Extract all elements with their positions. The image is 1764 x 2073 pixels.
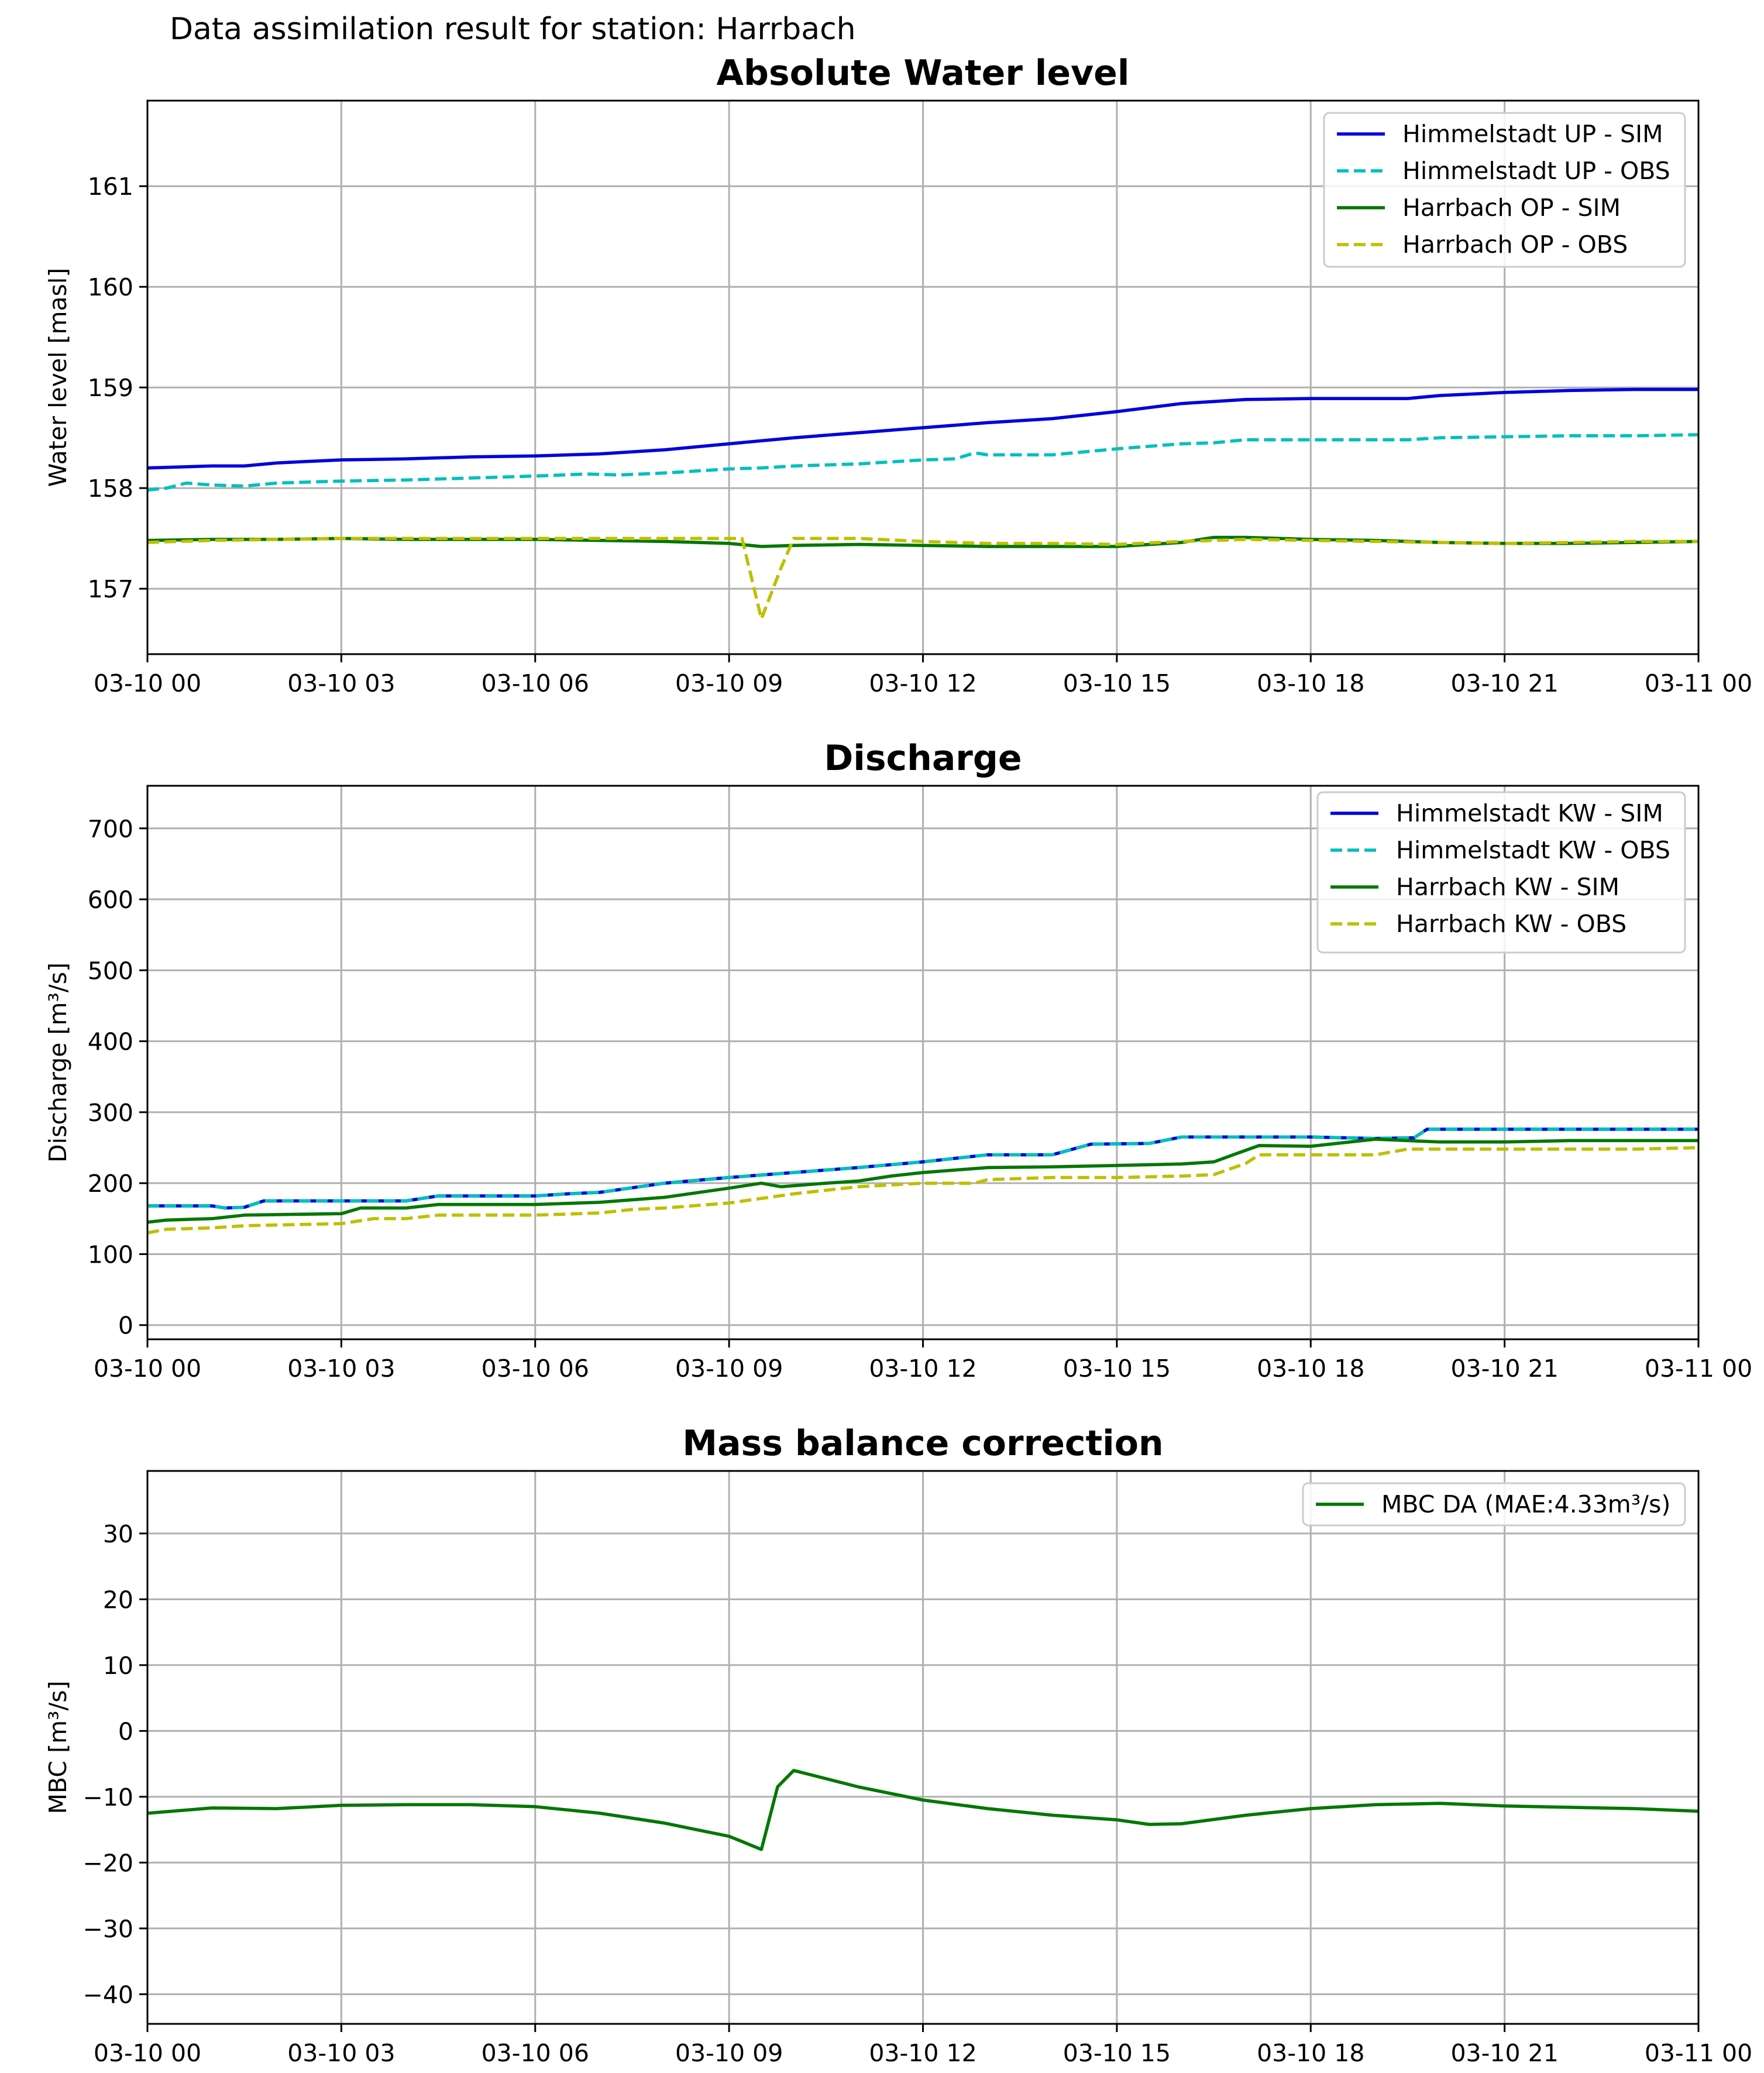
series-line-4 bbox=[147, 537, 1698, 621]
y-axis-label: MBC [m³/s] bbox=[44, 1681, 72, 1814]
legend: MBC DA (MAE:4.33m³/s) bbox=[1302, 1482, 1686, 1527]
series-lines bbox=[147, 387, 1698, 621]
x-tick-label: 03-10 21 bbox=[1450, 2039, 1558, 2067]
x-tick-label: 03-10 12 bbox=[869, 1355, 976, 1383]
legend-label: Harrbach OP - SIM bbox=[1402, 194, 1621, 222]
series-line-4 bbox=[147, 1146, 1698, 1235]
y-tick-label: 157 bbox=[88, 575, 133, 603]
y-tick-label: 600 bbox=[88, 886, 133, 914]
y-tick-label: −20 bbox=[82, 1849, 133, 1877]
x-tick-label: 03-10 03 bbox=[287, 2039, 395, 2067]
y-axis-label: Discharge [m³/s] bbox=[44, 962, 72, 1163]
x-tick-label: 03-10 09 bbox=[675, 2039, 783, 2067]
x-tick-label: 03-10 18 bbox=[1257, 669, 1364, 697]
x-tick-label: 03-10 12 bbox=[869, 669, 976, 697]
x-tick-label: 03-10 18 bbox=[1257, 1355, 1364, 1383]
legend-label: Harrbach OP - OBS bbox=[1402, 231, 1628, 259]
chart-title: Absolute Water level bbox=[717, 53, 1130, 94]
series-line-3 bbox=[147, 1137, 1698, 1224]
x-tick-label: 03-10 15 bbox=[1063, 2039, 1171, 2067]
x-tick-label: 03-10 03 bbox=[287, 669, 395, 697]
x-tick-label: 03-10 00 bbox=[94, 1355, 201, 1383]
legend: Himmelstadt KW - SIM Himmelstadt KW - OBS… bbox=[1316, 791, 1686, 954]
y-tick-label: 158 bbox=[88, 475, 133, 503]
y-tick-label: 200 bbox=[88, 1170, 133, 1198]
x-axis: 03-10 00 03-10 03 03-10 06 03-10 09 03-10 12… bbox=[94, 1339, 1752, 1383]
x-tick-label: 03-10 18 bbox=[1257, 2039, 1364, 2067]
series-line-1 bbox=[147, 387, 1698, 470]
x-tick-label: 03-10 00 bbox=[94, 2039, 201, 2067]
y-tick-label: −40 bbox=[82, 1981, 133, 2009]
chart-title: Mass balance correction bbox=[682, 1423, 1163, 1464]
series-line-2 bbox=[147, 1127, 1698, 1210]
chart-title: Discharge bbox=[824, 738, 1022, 779]
y-tick-label: 160 bbox=[88, 273, 133, 301]
series-lines bbox=[147, 1127, 1698, 1235]
y-tick-label: 10 bbox=[103, 1652, 133, 1680]
x-tick-label: 03-10 06 bbox=[482, 1355, 589, 1383]
x-tick-label: 03-11 00 bbox=[1645, 1355, 1752, 1383]
x-tick-label: 03-10 06 bbox=[482, 2039, 589, 2067]
x-tick-label: 03-10 15 bbox=[1063, 1355, 1171, 1383]
x-tick-label: 03-10 12 bbox=[869, 2039, 976, 2067]
x-tick-label: 03-10 09 bbox=[675, 669, 783, 697]
legend-label: Himmelstadt KW - OBS bbox=[1396, 836, 1670, 864]
x-tick-label: 03-11 00 bbox=[1645, 2039, 1752, 2067]
legend-box bbox=[1302, 1482, 1686, 1527]
series-line-2 bbox=[147, 433, 1698, 492]
y-tick-label: 500 bbox=[88, 957, 133, 985]
x-tick-label: 03-10 21 bbox=[1450, 669, 1558, 697]
series-line-1 bbox=[147, 1769, 1698, 1851]
x-axis: 03-10 00 03-10 03 03-10 06 03-10 09 03-10 12… bbox=[94, 654, 1752, 697]
y-axis-label: Water level [masl] bbox=[44, 268, 72, 487]
y-tick-label: 400 bbox=[88, 1028, 133, 1056]
y-tick-label: 159 bbox=[88, 374, 133, 402]
y-tick-label: 30 bbox=[103, 1520, 133, 1548]
x-tick-label: 03-11 00 bbox=[1645, 669, 1752, 697]
y-tick-label: −10 bbox=[82, 1783, 133, 1811]
legend-box bbox=[1323, 112, 1686, 268]
y-tick-label: 0 bbox=[118, 1717, 133, 1745]
legend-label: Harrbach KW - SIM bbox=[1396, 873, 1619, 901]
legend-label: Himmelstadt KW - SIM bbox=[1396, 799, 1663, 827]
legend-label: Himmelstadt UP - OBS bbox=[1402, 157, 1670, 185]
y-tick-label: 100 bbox=[88, 1240, 133, 1268]
y-tick-label: −30 bbox=[82, 1915, 133, 1943]
y-tick-label: 0 bbox=[118, 1312, 133, 1340]
series-lines bbox=[147, 1769, 1698, 1851]
legend-label: MBC DA (MAE:4.33m³/s) bbox=[1381, 1490, 1670, 1518]
x-tick-label: 03-10 03 bbox=[287, 1355, 395, 1383]
y-tick-label: 161 bbox=[88, 173, 133, 201]
legend: Himmelstadt UP - SIM Himmelstadt UP - OBS… bbox=[1323, 112, 1686, 268]
y-axis: −40 −30 −20 −10 0 10 20 30 bbox=[82, 1520, 147, 2009]
x-tick-label: 03-10 00 bbox=[94, 669, 201, 697]
figure-suptitle: Data assimilation result for station: Ha… bbox=[170, 12, 856, 47]
y-tick-label: 300 bbox=[88, 1099, 133, 1127]
legend-label: Harrbach KW - OBS bbox=[1396, 910, 1627, 938]
x-tick-label: 03-10 09 bbox=[675, 1355, 783, 1383]
y-axis: 157 158 159 160 161 bbox=[88, 173, 147, 603]
y-axis: 0 100 200 300 400 500 600 700 bbox=[88, 815, 147, 1340]
x-tick-label: 03-10 21 bbox=[1450, 1355, 1558, 1383]
legend-box bbox=[1316, 791, 1686, 954]
x-tick-label: 03-10 06 bbox=[482, 669, 589, 697]
x-tick-label: 03-10 15 bbox=[1063, 669, 1171, 697]
x-axis: 03-10 00 03-10 03 03-10 06 03-10 09 03-10 12… bbox=[94, 2024, 1752, 2067]
y-tick-label: 20 bbox=[103, 1586, 133, 1614]
legend-label: Himmelstadt UP - SIM bbox=[1402, 120, 1663, 148]
y-tick-label: 700 bbox=[88, 815, 133, 843]
